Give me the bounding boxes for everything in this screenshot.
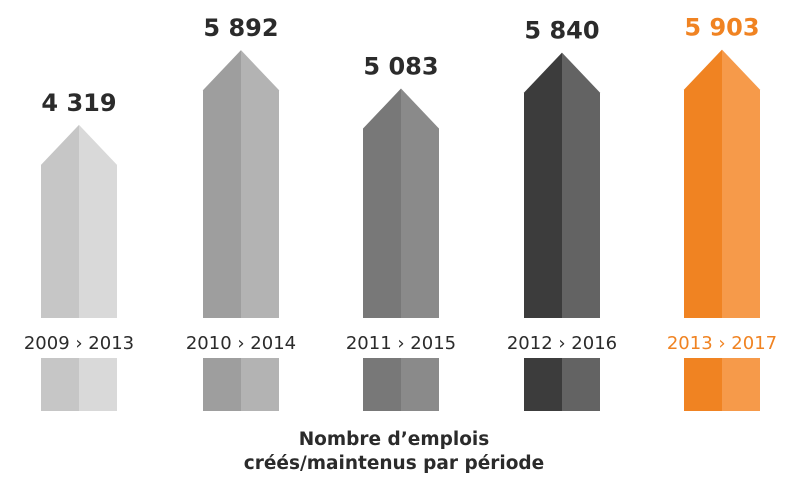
chart-title-line-1: Nombre d’emplois — [298, 429, 490, 450]
data-label-1: 4 319 — [41, 89, 116, 117]
bar-arrow-right-3 — [401, 88, 439, 319]
label-band-2 — [161, 322, 321, 358]
data-label-5: 5 903 — [684, 14, 759, 42]
category-label-2: 2010 › 2014 — [186, 333, 296, 354]
bar-arrow-left-5 — [684, 49, 722, 319]
data-label-4: 5 840 — [524, 17, 599, 45]
bar-arrow-right-4 — [562, 52, 600, 318]
bar-arrow-left-1 — [41, 124, 79, 318]
category-label-5: 2013 › 2017 — [667, 333, 777, 354]
category-label-1: 2009 › 2013 — [24, 333, 134, 354]
bar-group-5: 5 903 2013 › 2017 — [642, 14, 788, 411]
data-label-3: 5 083 — [363, 53, 438, 81]
label-band-1 — [0, 322, 159, 358]
bar-group-4: 5 840 2012 › 2016 — [482, 17, 642, 411]
label-band-4 — [482, 322, 642, 358]
bar-arrow-right-1 — [79, 124, 117, 318]
bar-arrow-right-2 — [241, 50, 279, 318]
category-label-4: 2012 › 2016 — [507, 333, 617, 354]
bar-group-1: 4 319 2009 › 2013 — [0, 89, 159, 411]
label-band-3 — [321, 322, 481, 358]
category-label-3: 2011 › 2015 — [346, 333, 456, 354]
bar-arrow-left-3 — [363, 88, 401, 319]
bar-group-2: 5 892 2010 › 2014 — [161, 14, 321, 411]
bar-arrow-left-4 — [524, 52, 562, 318]
bar-arrow-right-5 — [722, 49, 760, 319]
chart-title-line-2: créés/maintenus par période — [243, 453, 545, 474]
label-band-5 — [642, 322, 788, 358]
chart-title: Nombre d’emplois créés/maintenus par pér… — [0, 428, 788, 476]
bar-arrow-left-2 — [203, 50, 241, 318]
bar-group-3: 5 083 2011 › 2015 — [321, 53, 481, 411]
data-label-2: 5 892 — [203, 14, 278, 42]
